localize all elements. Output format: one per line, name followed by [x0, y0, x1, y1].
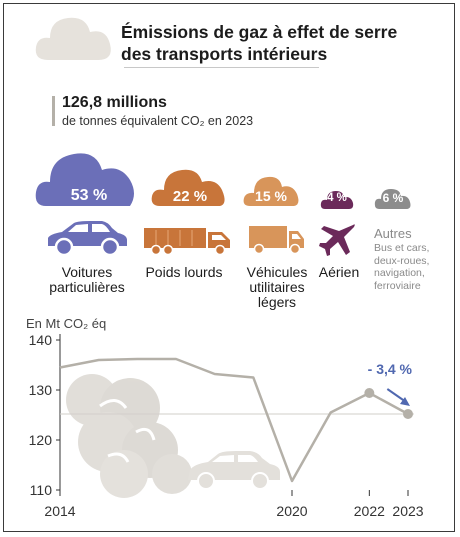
label-poids-lourds: Poids lourds	[145, 264, 223, 280]
percent-vul: 15 %	[255, 188, 287, 204]
cloud-autres	[374, 189, 411, 209]
x-tick-label-2020: 2020	[276, 503, 307, 519]
title-divider	[124, 67, 319, 68]
autres-detail: Bus et cars, deux-roues, navigation, fer…	[374, 242, 430, 292]
annotation-arrow-head	[400, 397, 410, 406]
smoke-illustration	[66, 374, 192, 498]
series-line-0	[59, 357, 409, 483]
total-label: de tonnes équivalent CO₂ en 2023	[62, 114, 254, 128]
annotation-arrow-shaft	[386, 388, 407, 403]
y-tick-label-120: 120	[29, 432, 53, 448]
cloud-vul	[243, 176, 299, 206]
label-autres: Autres	[374, 226, 412, 241]
infographic-frame: Émissions de gaz à effet de serre des tr…	[3, 3, 455, 532]
cloud-aerien	[320, 191, 354, 209]
y-tick-label-110: 110	[30, 482, 53, 498]
y-axis-unit-label: En Mt CO₂ éq	[26, 316, 107, 331]
car-illustration	[188, 451, 280, 490]
page-title: Émissions de gaz à effet de serre des tr…	[121, 22, 398, 64]
y-tick-label-140: 140	[29, 332, 53, 348]
truck-icon	[144, 228, 230, 256]
x-tick-label-2022: 2022	[354, 503, 385, 519]
cloud-icon	[35, 17, 111, 60]
label-aerien: Aérien	[318, 264, 360, 280]
plane-icon	[319, 224, 355, 256]
total-accent-bar	[52, 96, 55, 126]
percent-aerien: 4 %	[327, 192, 347, 204]
emissions-line-chart: 110 120 130 140 2014 2020 2022 2023 - 3,4 %	[29, 332, 424, 519]
annotation-label: - 3,4 %	[368, 361, 413, 377]
label-voitures: Voitures particulières	[49, 264, 125, 295]
van-icon	[249, 226, 304, 255]
data-point-2023	[403, 409, 413, 419]
car-icon	[48, 221, 127, 257]
percent-autres: 6 %	[382, 191, 404, 205]
x-tick-label-2014: 2014	[44, 503, 75, 519]
cloud-poids-lourds	[151, 169, 225, 206]
total-value: 126,8 millions	[62, 94, 167, 111]
label-vul: Véhicules utilitaires légers	[246, 264, 308, 310]
data-point-2022	[364, 388, 375, 398]
percent-voitures: 53 %	[70, 187, 108, 204]
percent-poids-lourds: 22 %	[172, 188, 208, 205]
y-tick-label-130: 130	[29, 382, 53, 398]
cloud-voitures	[35, 153, 134, 206]
x-tick-label-2023: 2023	[392, 503, 423, 519]
